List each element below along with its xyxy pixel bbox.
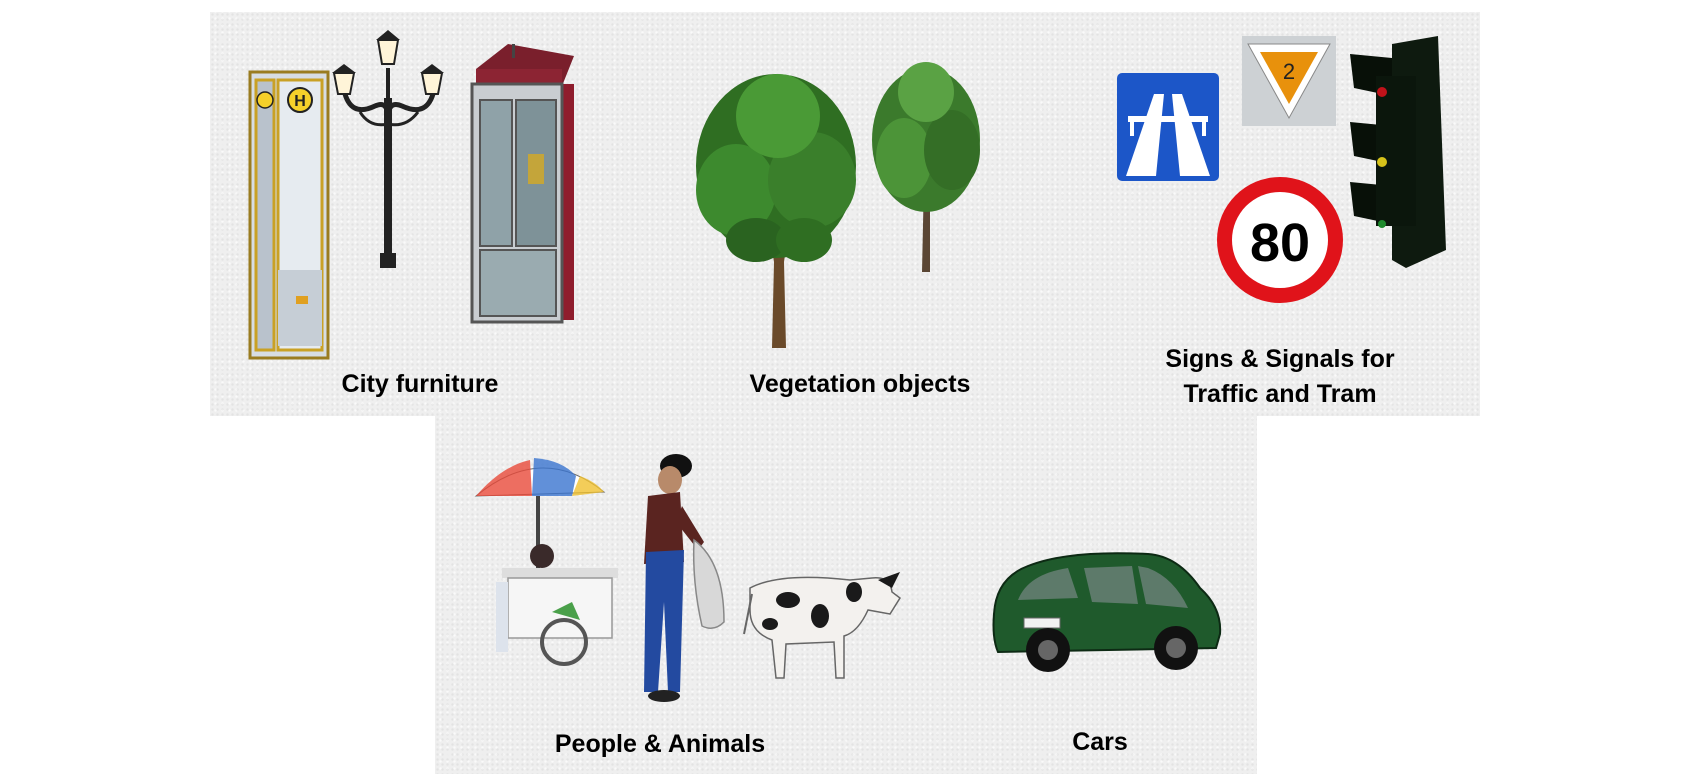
people-animals-caption: People & Animals bbox=[554, 730, 766, 758]
signs-caption-line2: Traffic and Tram bbox=[1183, 380, 1377, 408]
slender-tree-image bbox=[872, 62, 980, 272]
speed-limit-number: 80 bbox=[1250, 213, 1310, 273]
motorway-sign-image bbox=[1117, 73, 1219, 181]
traffic-light-image bbox=[1350, 36, 1446, 268]
vegetation-caption: Vegetation objects bbox=[749, 370, 971, 398]
city-furniture-caption: City furniture bbox=[341, 370, 499, 398]
bus-stop-pillar-image: H bbox=[248, 70, 330, 360]
priority-road-sign-image: 2 bbox=[1242, 36, 1336, 126]
bus-stop-letter: H bbox=[294, 93, 306, 110]
deciduous-tree-image bbox=[696, 74, 856, 348]
signs-caption-line1: Signs & Signals for bbox=[1165, 345, 1395, 373]
priority-sign-number: 2 bbox=[1283, 59, 1295, 84]
worker-person-image bbox=[644, 454, 725, 702]
phone-booth-image bbox=[470, 44, 574, 324]
cow-image bbox=[743, 572, 902, 679]
speed-limit-sign-image: 80 bbox=[1217, 177, 1343, 303]
cars-caption: Cars bbox=[1072, 728, 1128, 756]
street-lamp-image bbox=[332, 30, 444, 268]
green-car-image bbox=[992, 552, 1222, 672]
ice-cream-cart-image bbox=[474, 458, 618, 666]
